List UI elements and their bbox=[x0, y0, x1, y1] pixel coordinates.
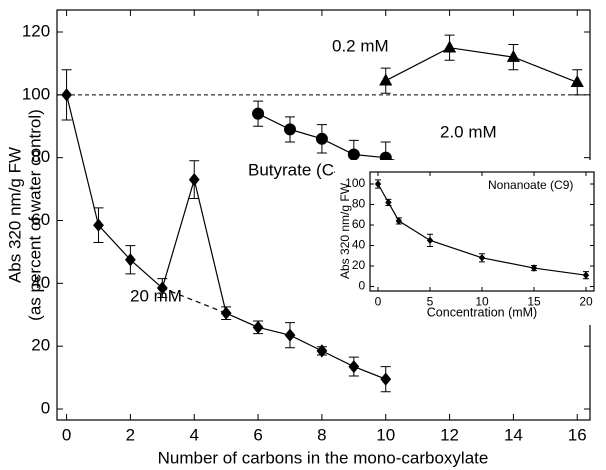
x-tick-label: 20 bbox=[579, 295, 593, 309]
marker bbox=[315, 132, 328, 145]
x-tick-label: 10 bbox=[376, 426, 395, 445]
x-tick-label: 0 bbox=[375, 295, 382, 309]
marker bbox=[426, 236, 434, 245]
marker bbox=[374, 180, 382, 188]
y-tick-label: 20 bbox=[352, 258, 366, 272]
series-label: 20 mM bbox=[130, 286, 182, 305]
x-axis-label: Number of carbons in the mono-carboxylat… bbox=[158, 448, 489, 467]
x-tick-label: 10 bbox=[475, 295, 489, 309]
y-tick-label: 80 bbox=[31, 147, 50, 166]
marker bbox=[380, 372, 392, 386]
x-tick-label: 0 bbox=[62, 426, 71, 445]
x-tick-label: 14 bbox=[504, 426, 523, 445]
marker bbox=[395, 217, 402, 225]
marker bbox=[93, 218, 104, 232]
marker bbox=[220, 306, 232, 320]
y-tick-label: 0 bbox=[359, 279, 366, 293]
x-tick-label: 8 bbox=[317, 426, 326, 445]
y-tick-label: 80 bbox=[352, 197, 366, 211]
trend-dash bbox=[162, 287, 227, 314]
x-tick-label: 6 bbox=[253, 426, 262, 445]
y-tick-label: 100 bbox=[22, 84, 50, 103]
inset-title: Nonanoate (C9) bbox=[488, 178, 573, 192]
x-tick-label: 15 bbox=[527, 295, 541, 309]
y-tick-label: 100 bbox=[345, 176, 365, 190]
y-tick-label: 20 bbox=[31, 336, 50, 355]
marker bbox=[61, 88, 72, 102]
y-tick-label: 40 bbox=[352, 238, 366, 252]
marker bbox=[283, 123, 296, 136]
y-tick-label: 120 bbox=[22, 21, 50, 40]
inset-x-label: Concentration (mM) bbox=[427, 305, 537, 319]
marker bbox=[379, 73, 393, 86]
series-label: 2.0 mM bbox=[440, 122, 497, 141]
marker bbox=[284, 328, 296, 342]
series-line bbox=[385, 47, 578, 83]
x-tick-label: 2 bbox=[126, 426, 135, 445]
marker bbox=[347, 148, 360, 161]
marker bbox=[385, 198, 392, 207]
y-tick-label: 60 bbox=[31, 210, 50, 229]
marker bbox=[188, 173, 200, 187]
marker bbox=[506, 49, 521, 62]
x-tick-label: 5 bbox=[427, 295, 434, 309]
marker bbox=[530, 264, 538, 272]
marker bbox=[570, 75, 584, 88]
marker bbox=[316, 344, 328, 358]
series-label: 0.2 mM bbox=[332, 36, 389, 55]
annotation: Butyrate (C4) bbox=[248, 160, 349, 179]
x-tick-label: 12 bbox=[440, 426, 459, 445]
marker bbox=[442, 40, 457, 53]
y-axis-label: (as percent of water control) bbox=[25, 109, 44, 321]
x-tick-label: 4 bbox=[190, 426, 199, 445]
marker bbox=[348, 359, 360, 374]
marker bbox=[252, 320, 264, 334]
y-axis-label: Abs 320 nm/g FW bbox=[5, 147, 24, 283]
x-tick-label: 16 bbox=[568, 426, 587, 445]
inset-y-label: Abs 320 nm/g FW bbox=[338, 182, 352, 279]
y-tick-label: 40 bbox=[31, 273, 50, 292]
marker bbox=[478, 253, 486, 262]
y-tick-label: 0 bbox=[41, 398, 50, 417]
marker bbox=[125, 253, 136, 267]
marker bbox=[252, 107, 265, 120]
marker bbox=[582, 271, 590, 280]
y-tick-label: 60 bbox=[352, 217, 366, 231]
